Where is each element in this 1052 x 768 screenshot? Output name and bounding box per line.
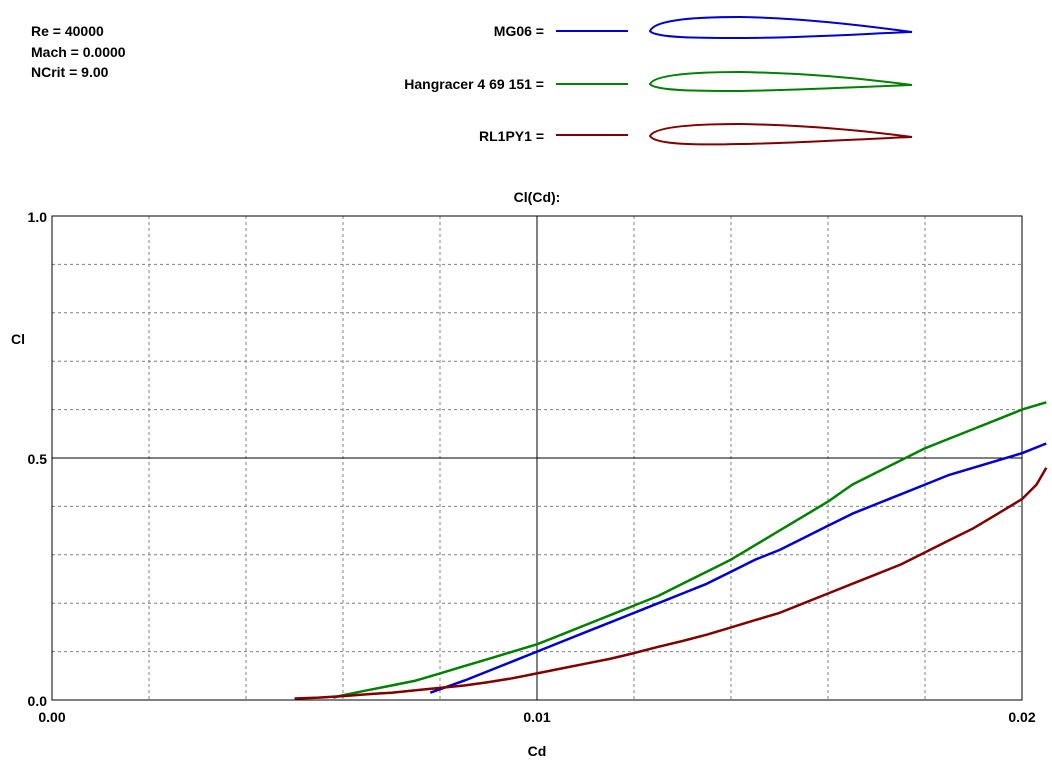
legend: MG06 = Hangracer 4 69 151 = RL1PY1 = — [404, 15, 913, 146]
y-tick-label: 0.5 — [28, 451, 48, 467]
legend-label: RL1PY1 = — [479, 128, 544, 144]
chart-title: Cl(Cd): — [514, 189, 561, 205]
legend-entry-rl1py1: RL1PY1 = — [479, 122, 913, 146]
series-line-mg06 — [429, 442, 1047, 694]
series-line-rl1py1 — [294, 467, 1048, 700]
legend-entry-hangracer: Hangracer 4 69 151 = — [404, 70, 913, 93]
x-axis-label: Cd — [528, 743, 547, 759]
reynolds-number: Re = 40000 — [31, 23, 104, 39]
legend-label: Hangracer 4 69 151 = — [404, 76, 544, 92]
plot-area — [51, 215, 1048, 701]
axes — [51, 215, 1023, 701]
y-tick-label: 0.0 — [28, 693, 48, 709]
legend-label: MG06 = — [494, 23, 544, 39]
y-tick-label: 1.0 — [28, 209, 48, 225]
airfoil-mg06-icon — [648, 15, 913, 40]
airfoil-rl1py1-icon — [648, 122, 913, 146]
mach-number: Mach = 0.0000 — [31, 44, 126, 60]
airfoil-hangracer-icon — [648, 70, 913, 93]
x-tick-label: 0.02 — [1008, 709, 1035, 725]
x-tick-label: 0.00 — [38, 709, 65, 725]
y-axis-label: Cl — [11, 331, 25, 347]
x-tick-label: 0.01 — [523, 709, 550, 725]
series-group — [294, 401, 1048, 700]
legend-entry-mg06: MG06 = — [494, 15, 913, 40]
ncrit-value: NCrit = 9.00 — [31, 64, 109, 80]
series-line-hangracer-4-69-151 — [332, 401, 1047, 699]
